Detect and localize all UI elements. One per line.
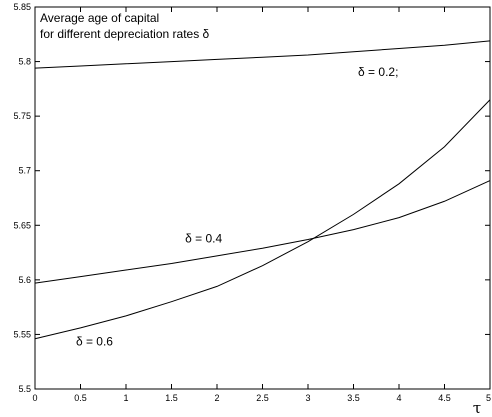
x-tick-label: 1 [123,393,128,403]
x-tick-label: 2 [214,393,219,403]
x-tick-label: 0.5 [74,393,87,403]
x-tick-label: 4 [396,393,401,403]
y-tick-label: 5.6 [18,275,31,285]
x-axis-ticks: 0 0.5 1 1.5 2 2.5 3 3.5 4 4.5 5 [32,7,491,403]
x-tick-label: 1.5 [165,393,178,403]
x-tick-label: 2.5 [256,393,269,403]
y-tick-label: 5.8 [18,57,31,67]
series-lines [34,40,491,340]
series-annotation: δ = 0.6 [76,334,113,348]
x-tick-label: 4.5 [438,393,451,403]
y-tick-label: 5.55 [13,329,31,339]
plot-frame [34,6,491,390]
y-tick-label: 5.5 [18,384,31,394]
y-tick-label: 5.75 [13,111,31,121]
y-tick-label: 5.85 [13,2,31,12]
series-line-0 [34,40,491,69]
x-axis-label: τ [473,399,481,417]
series-annotation: δ = 0.2; [358,65,398,79]
x-tick-label: 3.5 [347,393,360,403]
series-line-2 [34,99,491,340]
chart-title-line-1: Average age of capital [40,11,159,25]
series-line-1 [34,180,491,284]
x-tick-label: 0 [32,393,37,403]
annotations: δ = 0.2; δ = 0.4 δ = 0.6 [76,65,398,349]
chart-title-line-2: for different depreciation rates δ [40,27,210,41]
y-tick-label: 5.65 [13,220,31,230]
x-tick-label: 3 [305,393,310,403]
y-axis-ticks: 5.5 5.55 5.6 5.65 5.7 5.75 5.8 5.85 [13,2,490,394]
series-annotation: δ = 0.4 [185,232,222,246]
x-tick-label: 5 [486,393,491,403]
y-tick-label: 5.7 [18,166,31,176]
